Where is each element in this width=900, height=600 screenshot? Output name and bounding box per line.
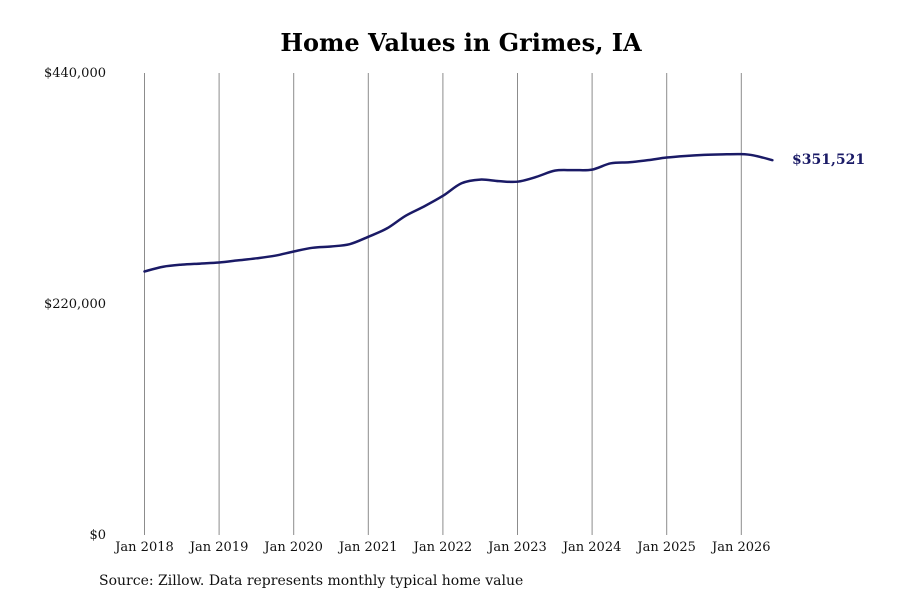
- y-tick-label: $220,000: [44, 297, 106, 312]
- x-axis-ticks: Jan 2018 Jan 2019 Jan 2020 Jan 2021 Jan 2022…: [113, 540, 770, 555]
- x-tick-label: Jan 2020: [262, 540, 323, 555]
- end-value-label: $351,521: [792, 152, 865, 168]
- chart-title: Home Values in Grimes, IA: [280, 28, 642, 57]
- source-note: Source: Zillow. Data represents monthly …: [99, 573, 524, 589]
- x-tick-label: Jan 2018: [113, 540, 174, 555]
- x-tick-label: Jan 2022: [412, 540, 473, 555]
- x-tick-label: Jan 2025: [635, 540, 696, 555]
- y-axis-ticks: $0 $220,000 $440,000: [44, 66, 106, 543]
- grid-lines: [144, 73, 742, 535]
- x-tick-label: Jan 2019: [188, 540, 249, 555]
- series-layer: $351,521: [143, 152, 865, 273]
- x-tick-label: Jan 2023: [486, 540, 547, 555]
- series-line: [143, 152, 774, 273]
- x-tick-label: Jan 2024: [561, 540, 622, 555]
- x-tick-label: Jan 2026: [710, 540, 771, 555]
- y-tick-label: $440,000: [44, 66, 106, 81]
- y-tick-label: $0: [89, 528, 106, 543]
- x-tick-label: Jan 2021: [337, 540, 398, 555]
